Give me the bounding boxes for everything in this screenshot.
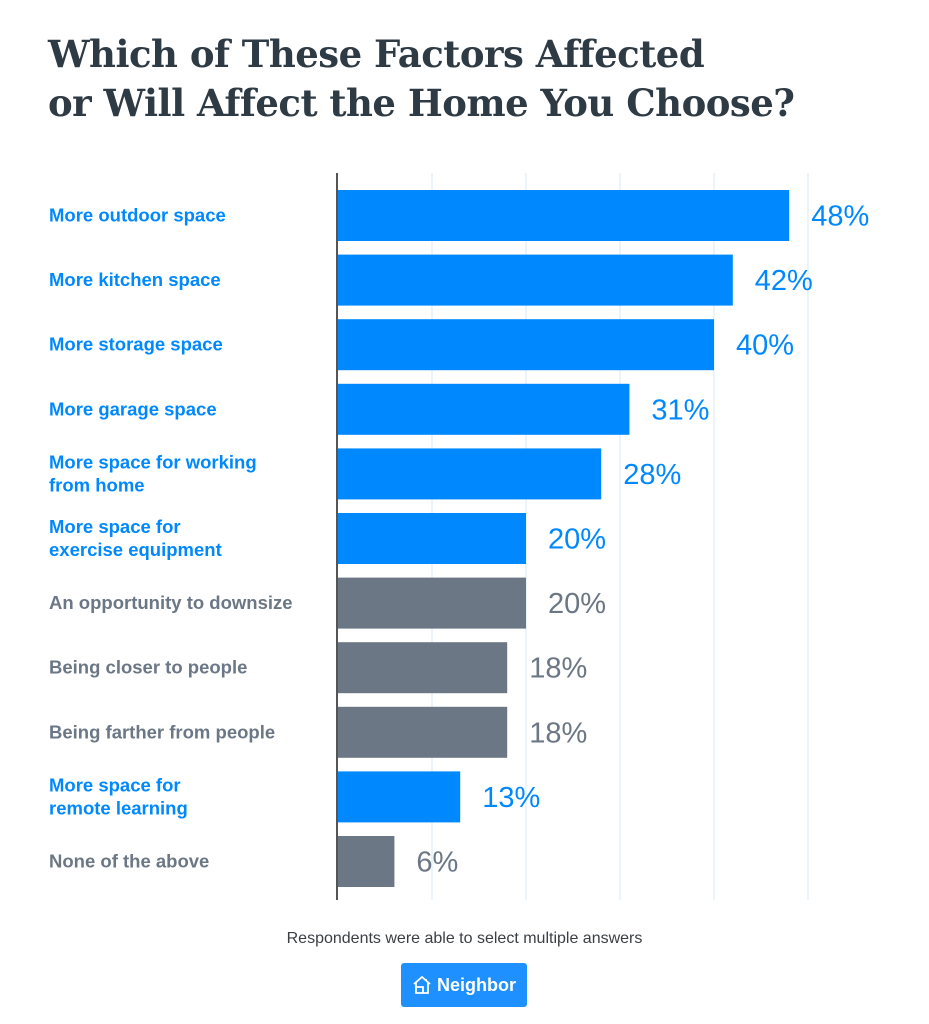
category-label-line: from home bbox=[49, 474, 145, 495]
category-label-line: More space for working bbox=[49, 451, 257, 472]
logo-text: Neighbor bbox=[437, 974, 516, 995]
category-label-line: More storage space bbox=[49, 334, 223, 355]
value-label: 31% bbox=[651, 394, 709, 426]
bar bbox=[338, 448, 602, 500]
title-line-1: Which of These Factors Affected bbox=[48, 32, 705, 76]
bar bbox=[338, 254, 733, 306]
category-label: More space for working from home bbox=[49, 451, 257, 495]
category-label: Being farther from people bbox=[49, 721, 275, 742]
value-label: 40% bbox=[736, 330, 794, 362]
category-label-line: More outdoor space bbox=[49, 205, 226, 226]
bar bbox=[338, 771, 461, 823]
chart-note: Respondents were able to select multiple… bbox=[286, 930, 643, 947]
category-label: An opportunity to downsize bbox=[49, 592, 293, 613]
value-label: 13% bbox=[482, 782, 540, 814]
bar-chart: 48% More outdoor space 42% More kitchen spa… bbox=[49, 173, 869, 900]
value-label: 20% bbox=[548, 524, 606, 556]
category-label: Being closer to people bbox=[49, 657, 247, 678]
category-label: None of the above bbox=[49, 851, 209, 872]
category-label-line: An opportunity to downsize bbox=[49, 592, 293, 613]
category-label: More kitchen space bbox=[49, 269, 221, 290]
category-label-line: More space for bbox=[49, 516, 181, 537]
category-label: More outdoor space bbox=[49, 205, 226, 226]
value-label: 6% bbox=[416, 847, 458, 879]
neighbor-logo: Neighbor bbox=[401, 963, 527, 1007]
bar bbox=[338, 319, 714, 371]
category-label-line: More garage space bbox=[49, 398, 217, 419]
category-label-line: More kitchen space bbox=[49, 269, 221, 290]
house-icon bbox=[413, 975, 431, 994]
value-label: 28% bbox=[623, 459, 681, 491]
title-line-2: or Will Affect the Home You Choose? bbox=[48, 81, 795, 125]
category-label: More garage space bbox=[49, 398, 217, 419]
category-label-line: More space for bbox=[49, 774, 181, 795]
value-label: 20% bbox=[548, 588, 606, 620]
value-label: 18% bbox=[529, 717, 587, 749]
category-label-line: remote learning bbox=[49, 797, 188, 818]
bar bbox=[338, 577, 526, 629]
category-label-line: None of the above bbox=[49, 851, 209, 872]
bar bbox=[338, 190, 790, 241]
bar bbox=[338, 513, 526, 564]
value-label: 18% bbox=[529, 653, 587, 685]
category-label: More space for exercise equipment bbox=[49, 516, 222, 560]
category-label: More storage space bbox=[49, 334, 223, 355]
bar bbox=[338, 383, 630, 435]
category-label-line: Being closer to people bbox=[49, 657, 247, 678]
value-label: 42% bbox=[755, 265, 813, 297]
category-label: More space for remote learning bbox=[49, 774, 188, 818]
category-label-line: Being farther from people bbox=[49, 721, 275, 742]
bar bbox=[338, 836, 395, 887]
bar bbox=[338, 642, 508, 694]
bar bbox=[338, 706, 508, 758]
chart-title: Which of These Factors Affected or Will A… bbox=[48, 30, 795, 128]
category-label-line: exercise equipment bbox=[49, 539, 222, 560]
value-label: 48% bbox=[811, 201, 869, 233]
